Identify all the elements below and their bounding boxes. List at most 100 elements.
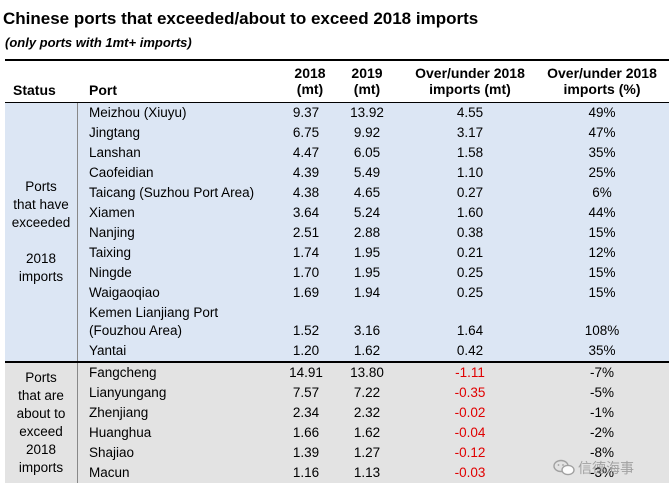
value-2018: 1.39 [292, 445, 320, 460]
header-over-mt: Over/under 2018 imports (mt) [415, 65, 525, 97]
chat-bubbles-icon [553, 459, 575, 476]
over-under-mt: -0.12 [454, 445, 486, 460]
status-label: Ports that are about to exceed 2018 impo… [16, 370, 66, 475]
over-under-mt: 0.25 [456, 265, 484, 280]
over-under-mt: 3.17 [456, 125, 484, 140]
table-row: Ningde 1.70 1.95 0.25 15% [5, 263, 669, 283]
port-cell: Ningde [89, 265, 132, 280]
port-cell: Kemen Lianjiang Port (Fouzhou Area) [89, 305, 219, 338]
port-cell: Meizhou (Xiuyu) [89, 105, 187, 120]
over-under-pct: -7% [589, 365, 614, 380]
value-2019: 1.95 [353, 245, 381, 260]
value-2018: 7.57 [292, 385, 320, 400]
value-2018: 1.69 [292, 285, 320, 300]
value-2019: 3.16 [353, 323, 381, 338]
header-status: Status [13, 82, 56, 98]
value-2019: 5.24 [353, 205, 381, 220]
port-cell: Lianyungang [89, 385, 167, 400]
over-under-mt: 1.64 [456, 323, 484, 338]
value-2018: 1.66 [292, 425, 320, 440]
table-row: Caofeidian 4.39 5.49 1.10 25% [5, 163, 669, 183]
value-2019: 2.88 [353, 225, 381, 240]
table-body: Ports that have exceeded 2018 imports Mei… [5, 103, 669, 483]
value-2019: 1.13 [353, 465, 381, 480]
port-cell: Yantai [89, 343, 127, 358]
table-row: Zhenjiang 2.34 2.32 -0.02 -1% [5, 403, 669, 423]
value-2019: 1.27 [353, 445, 381, 460]
over-under-mt: 0.25 [456, 285, 484, 300]
over-under-mt: -0.02 [454, 405, 486, 420]
over-under-pct: -5% [589, 385, 614, 400]
table-row: Waigaoqiao 1.69 1.94 0.25 15% [5, 283, 669, 303]
header-2018: 2018 (mt) [294, 65, 326, 97]
value-2018: 1.52 [292, 323, 320, 338]
group-about-to-exceed: Ports that are about to exceed 2018 impo… [5, 363, 669, 483]
value-2019: 13.92 [350, 105, 384, 120]
value-2019: 1.62 [353, 343, 381, 358]
over-under-pct: 35% [588, 343, 616, 358]
port-cell: Shajiao [89, 445, 135, 460]
table-row: Kemen Lianjiang Port (Fouzhou Area) 1.52 3… [5, 303, 669, 341]
over-under-pct: 47% [588, 125, 616, 140]
table-row: Fangcheng 14.91 13.80 -1.11 -7% [5, 363, 669, 383]
header-over-pct: Over/under 2018 imports (%) [547, 65, 657, 97]
over-under-mt: -0.03 [454, 465, 486, 480]
value-2018: 1.70 [292, 265, 320, 280]
port-cell: Nanjing [89, 225, 135, 240]
port-cell: Macun [89, 465, 130, 480]
value-2018: 4.39 [292, 165, 320, 180]
header-2019: 2019 (mt) [351, 65, 383, 97]
value-2019: 5.49 [353, 165, 381, 180]
port-cell: Waigaoqiao [89, 285, 160, 300]
value-2018: 14.91 [289, 365, 323, 380]
over-under-mt: 1.58 [456, 145, 484, 160]
over-under-pct: -1% [589, 405, 614, 420]
value-2018: 6.75 [292, 125, 320, 140]
over-under-pct: 15% [588, 285, 616, 300]
port-cell: Taixing [89, 245, 132, 260]
over-under-pct: 6% [592, 185, 612, 200]
value-2019: 2.32 [353, 405, 381, 420]
value-2019: 1.94 [353, 285, 381, 300]
over-under-mt: 0.27 [456, 185, 484, 200]
over-under-pct: 15% [588, 265, 616, 280]
over-under-mt: -0.35 [454, 385, 486, 400]
status-label: Ports that have exceeded 2018 imports [11, 179, 71, 284]
value-2019: 7.22 [353, 385, 381, 400]
value-2019: 1.62 [353, 425, 381, 440]
over-under-pct: 44% [588, 205, 616, 220]
ports-table: Status Port 2018 (mt) 2019 (mt) Over/und… [5, 59, 669, 483]
port-cell: Caofeidian [89, 165, 154, 180]
table-subtitle: (only ports with 1mt+ imports) [5, 35, 192, 50]
table-row: Taicang (Suzhou Port Area) 4.38 4.65 0.27 6% [5, 183, 669, 203]
over-under-pct: 25% [588, 165, 616, 180]
port-cell: Huanghua [89, 425, 152, 440]
over-under-pct: -2% [589, 425, 614, 440]
over-under-mt: 1.10 [456, 165, 484, 180]
over-under-mt: -1.11 [455, 365, 485, 380]
value-2018: 2.51 [292, 225, 320, 240]
value-2018: 9.37 [292, 105, 320, 120]
over-under-pct: -8% [589, 445, 614, 460]
port-cell: Fangcheng [89, 365, 157, 380]
watermark-text: 信德海事 [578, 460, 634, 476]
watermark: 信德海事 [553, 458, 634, 478]
status-cell: Ports that are about to exceed 2018 impo… [5, 363, 78, 483]
group-exceeded: Ports that have exceeded 2018 imports Mei… [5, 103, 669, 363]
over-under-pct: -3% [589, 465, 614, 480]
status-cell: Ports that have exceeded 2018 imports [5, 103, 78, 361]
over-under-mt: 1.60 [456, 205, 484, 220]
table-row: Jingtang 6.75 9.92 3.17 47% [5, 123, 669, 143]
table-row: Xiamen 3.64 5.24 1.60 44% [5, 203, 669, 223]
value-2018: 4.47 [292, 145, 320, 160]
over-under-mt: -0.04 [454, 425, 486, 440]
over-under-mt: 0.21 [456, 245, 484, 260]
over-under-mt: 0.42 [456, 343, 484, 358]
table-row: Lianyungang 7.57 7.22 -0.35 -5% [5, 383, 669, 403]
table-row: Lanshan 4.47 6.05 1.58 35% [5, 143, 669, 163]
value-2018: 1.74 [292, 245, 320, 260]
over-under-pct: 49% [588, 105, 616, 120]
port-cell: Taicang (Suzhou Port Area) [89, 185, 255, 200]
table-header: Status Port 2018 (mt) 2019 (mt) Over/und… [5, 59, 669, 103]
value-2019: 9.92 [353, 125, 381, 140]
